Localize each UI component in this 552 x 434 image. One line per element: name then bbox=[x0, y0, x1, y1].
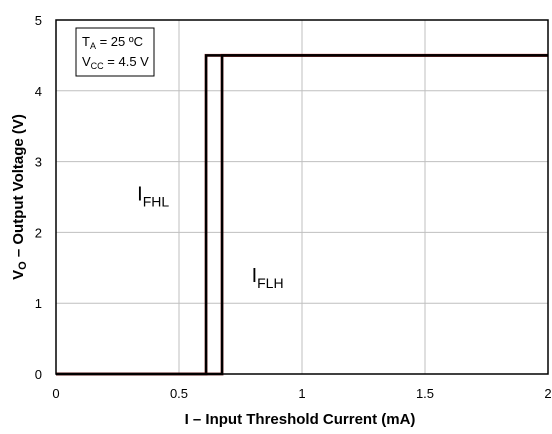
y-tick-label: 1 bbox=[35, 296, 42, 311]
x-tick-labels: 0 0.5 1 1.5 2 bbox=[52, 386, 551, 401]
conditions-box: TA = 25 ºC VCC = 4.5 V bbox=[75, 27, 155, 77]
condition-temperature: TA = 25 ºC bbox=[82, 34, 143, 51]
condition-supply-voltage: VCC = 4.5 V bbox=[82, 54, 149, 71]
y-tick-label: 3 bbox=[35, 155, 42, 170]
y-axis-label: VO – Output Voltage (V) bbox=[10, 114, 29, 280]
x-tick-label: 1 bbox=[298, 386, 305, 401]
annotation-iflh: IFLH bbox=[252, 265, 284, 291]
y-tick-labels: 0 1 2 3 4 5 bbox=[35, 13, 42, 382]
y-tick-label: 2 bbox=[35, 225, 42, 240]
y-tick-label: 5 bbox=[35, 13, 42, 28]
x-tick-label: 0.5 bbox=[170, 386, 188, 401]
plot-border bbox=[55, 19, 549, 375]
x-axis-label: I – Input Threshold Current (mA) bbox=[185, 411, 416, 428]
x-tick-label: 1.5 bbox=[416, 386, 434, 401]
x-tick-label: 2 bbox=[544, 386, 551, 401]
annotations: IFHL IFLH bbox=[137, 184, 283, 291]
y-tick-label: 4 bbox=[35, 84, 42, 99]
y-tick-label: 0 bbox=[35, 367, 42, 382]
x-tick-label: 0 bbox=[52, 386, 59, 401]
annotation-ifhl: IFHL bbox=[137, 184, 169, 210]
